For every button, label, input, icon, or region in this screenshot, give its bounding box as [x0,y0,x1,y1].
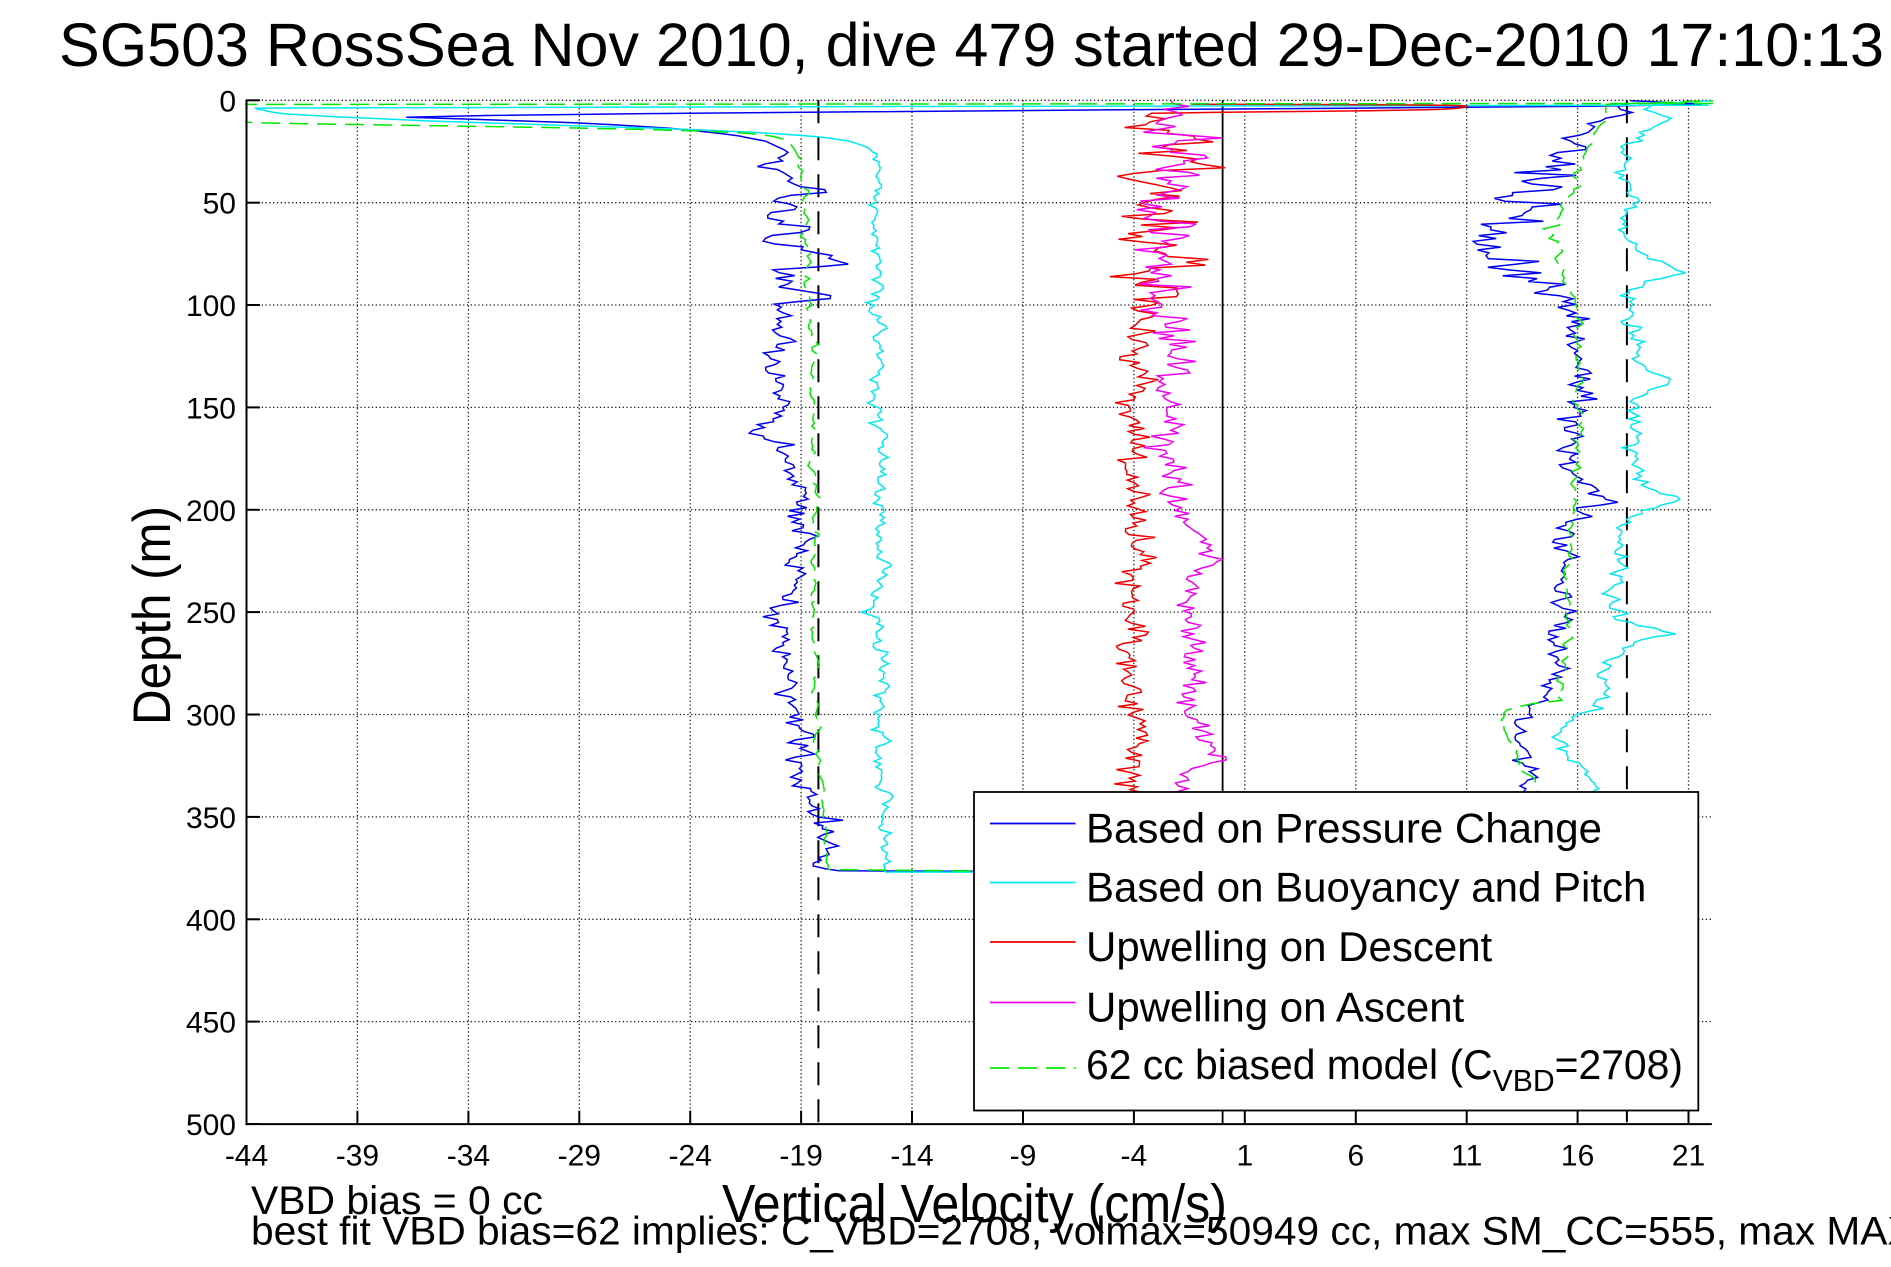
svg-text:500: 500 [186,1109,236,1142]
svg-text:-29: -29 [558,1140,601,1173]
svg-text:Depth (m): Depth (m) [123,506,182,725]
svg-text:0: 0 [219,85,236,118]
svg-text:-44: -44 [225,1140,268,1173]
svg-text:250: 250 [186,597,236,630]
svg-text:100: 100 [186,290,236,323]
svg-text:-19: -19 [779,1140,822,1173]
svg-text:best fit VBD bias=62 implies:: best fit VBD bias=62 implies: C_VBD=2708… [251,1210,1891,1254]
svg-text:1: 1 [1236,1140,1253,1173]
svg-text:200: 200 [186,495,236,528]
svg-text:Upwelling on Ascent: Upwelling on Ascent [1086,984,1465,1031]
svg-text:400: 400 [186,904,236,937]
svg-text:Vertical Velocity (cm/s): Vertical Velocity (cm/s) [722,1174,1227,1234]
svg-text:-39: -39 [336,1140,379,1173]
svg-text:SG503 RossSea Nov 2010, dive 4: SG503 RossSea Nov 2010, dive 479 started… [59,11,1884,79]
svg-text:-14: -14 [890,1140,933,1173]
svg-text:21: 21 [1672,1140,1705,1173]
svg-text:50: 50 [203,188,236,221]
svg-text:Based on Buoyancy and Pitch: Based on Buoyancy and Pitch [1086,864,1646,911]
svg-text:150: 150 [186,392,236,425]
svg-text:6: 6 [1347,1140,1364,1173]
svg-text:16: 16 [1561,1140,1594,1173]
svg-text:-9: -9 [1010,1140,1037,1173]
svg-text:-4: -4 [1121,1140,1148,1173]
svg-text:-24: -24 [669,1140,712,1173]
svg-text:Upwelling on Descent: Upwelling on Descent [1086,923,1493,970]
svg-text:VBD bias = 0 cc: VBD bias = 0 cc [251,1179,543,1223]
svg-text:350: 350 [186,802,236,835]
svg-text:Based on Pressure Change: Based on Pressure Change [1086,805,1602,852]
svg-text:-34: -34 [447,1140,490,1173]
svg-text:11: 11 [1451,1140,1482,1173]
svg-text:450: 450 [186,1007,236,1040]
svg-text:300: 300 [186,700,236,733]
